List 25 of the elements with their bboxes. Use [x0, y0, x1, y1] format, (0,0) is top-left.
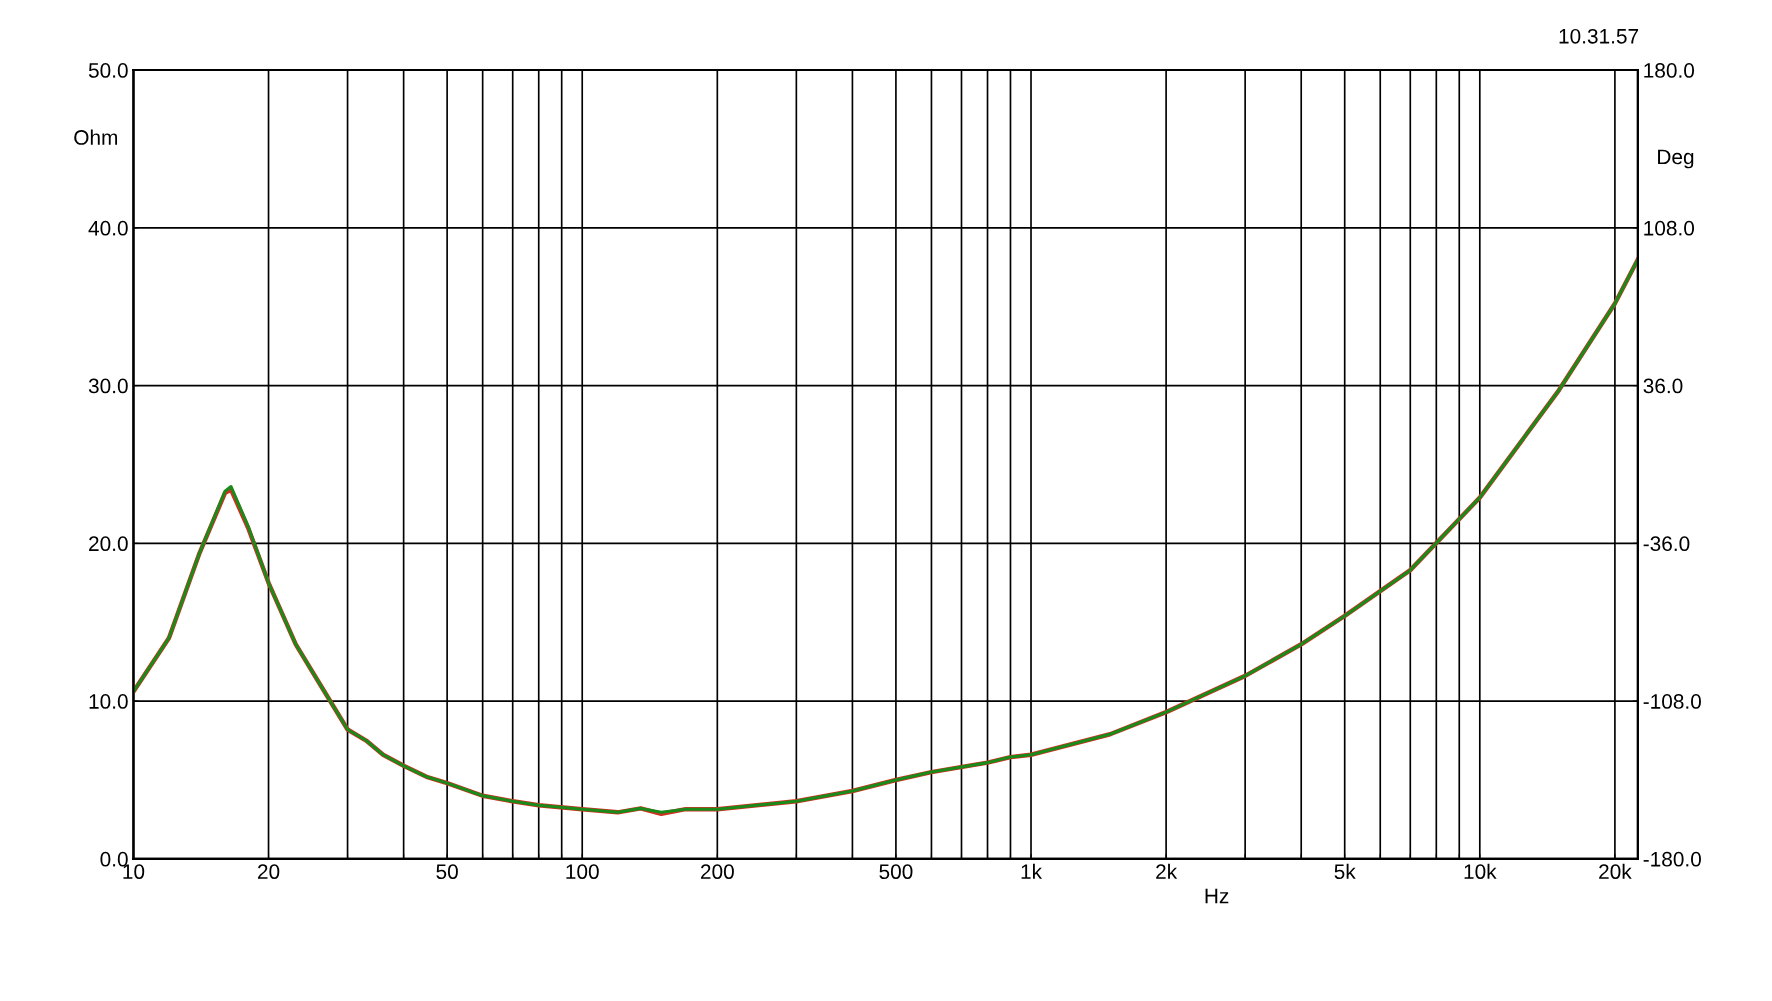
x-tick-label: 100: [566, 864, 599, 880]
x-tick-label: 5k: [1334, 863, 1356, 880]
x-tick-label: 2k: [1156, 863, 1178, 879]
x-tick-label: 20: [257, 864, 280, 880]
y2-tick-label: 36.0: [1643, 378, 1683, 394]
x-tick-label: 10k: [1464, 863, 1497, 880]
y-tick-label: 10.0: [89, 694, 128, 709]
y-tick-label: 20.0: [89, 536, 128, 552]
x-axis-title: Hz: [1205, 888, 1229, 904]
y2-tick-label: -180.0: [1643, 851, 1701, 867]
y-tick-label: 50.0: [88, 63, 128, 78]
y2-axis-title: Deg: [1658, 149, 1694, 169]
y2-tick-label: 108.0: [1644, 220, 1695, 236]
y-tick-label: 30.0: [88, 378, 128, 394]
y-tick-label: 40.0: [88, 220, 128, 236]
y2-tick-label: -36.0: [1643, 536, 1690, 552]
text: 10.31.57: [1559, 28, 1639, 44]
x-tick-label: 50: [436, 864, 458, 880]
x-tick-label: 20k: [1599, 863, 1632, 880]
y2-tick-label: -108.0: [1643, 694, 1701, 709]
y-axis-title: Ohm: [74, 129, 118, 145]
x-tick-label: 200: [700, 864, 734, 880]
y2-tick-label: 180.0: [1644, 63, 1695, 78]
x-tick-label: 500: [879, 864, 913, 880]
x-tick-label: 1k: [1021, 863, 1043, 879]
